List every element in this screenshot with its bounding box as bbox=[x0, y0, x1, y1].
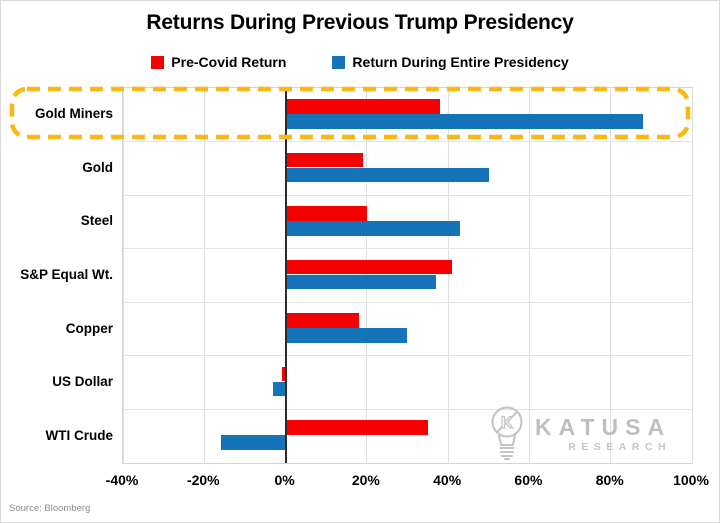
bar-pre-covid bbox=[285, 152, 363, 168]
zero-axis-line bbox=[284, 88, 287, 463]
logo-text: KATUSA RESEARCH bbox=[535, 415, 671, 453]
bar-pre-covid bbox=[285, 259, 453, 275]
category-axis: Gold Miners Gold Steel S&P Equal Wt. Copper U… bbox=[1, 87, 113, 462]
gridline bbox=[203, 88, 205, 463]
gridline bbox=[447, 88, 449, 463]
category-label: Copper bbox=[65, 320, 113, 336]
bar-entire-presidency bbox=[285, 114, 644, 129]
x-axis: -40% -20% 0% 20% 40% 60% 80% 100% bbox=[1, 472, 719, 492]
row-separator bbox=[123, 355, 692, 357]
category-label: Gold Miners bbox=[34, 106, 113, 122]
bar-entire-presidency bbox=[220, 435, 286, 450]
row-separator bbox=[123, 301, 692, 303]
legend-item-pre-covid: Pre-Covid Return bbox=[151, 54, 286, 70]
category-label: Gold bbox=[82, 159, 113, 175]
x-tick-label: 0% bbox=[274, 472, 295, 488]
bar-pre-covid bbox=[281, 366, 286, 382]
gridline bbox=[610, 88, 612, 463]
x-tick-label: -40% bbox=[105, 472, 139, 488]
category-label: US Dollar bbox=[52, 374, 113, 390]
chart-title: Returns During Previous Trump Presidency bbox=[146, 11, 574, 34]
bar-entire-presidency bbox=[285, 167, 489, 183]
category-label: WTI Crude bbox=[45, 427, 114, 443]
legend-swatch-red bbox=[151, 55, 165, 69]
category-label: Steel bbox=[80, 213, 113, 229]
bar-pre-covid bbox=[285, 206, 367, 221]
category-label: S&P Equal Wt. bbox=[20, 266, 113, 282]
x-tick-label: -20% bbox=[186, 472, 220, 488]
bar-entire-presidency bbox=[285, 328, 408, 343]
bar-entire-presidency bbox=[285, 274, 436, 290]
row-separator bbox=[123, 141, 692, 143]
bar-entire-presidency bbox=[273, 381, 286, 397]
plot-area bbox=[122, 87, 693, 464]
legend-label: Return During Entire Presidency bbox=[352, 54, 569, 70]
source-note: Source: Bloomberg bbox=[9, 503, 91, 514]
svg-text:K: K bbox=[501, 413, 514, 432]
bar-pre-covid bbox=[285, 313, 359, 328]
gridline bbox=[528, 88, 530, 463]
x-tick-label: 40% bbox=[433, 472, 462, 488]
row-separator bbox=[123, 194, 692, 196]
lightbulb-k-icon: K bbox=[491, 406, 523, 460]
legend-item-entire-presidency: Return During Entire Presidency bbox=[332, 54, 569, 70]
legend-swatch-blue bbox=[332, 55, 346, 69]
legend: Pre-Covid Return Return During Entire Pr… bbox=[1, 54, 719, 70]
logo-brand: KATUSA bbox=[535, 413, 672, 440]
x-tick-label: 100% bbox=[673, 472, 709, 488]
bar-entire-presidency bbox=[285, 221, 461, 236]
bar-pre-covid bbox=[285, 420, 428, 435]
gridline bbox=[122, 88, 124, 463]
x-tick-label: 80% bbox=[595, 472, 624, 488]
x-tick-label: 20% bbox=[351, 472, 380, 488]
gridline bbox=[691, 88, 693, 463]
legend-label: Pre-Covid Return bbox=[171, 54, 287, 70]
row-separator bbox=[123, 408, 692, 410]
bar-pre-covid bbox=[285, 99, 440, 114]
katusa-research-logo: K KATUSA RESEARCH bbox=[487, 403, 691, 465]
x-tick-label: 60% bbox=[514, 472, 543, 488]
logo-subtitle: RESEARCH bbox=[568, 441, 672, 454]
row-separator bbox=[123, 248, 692, 250]
